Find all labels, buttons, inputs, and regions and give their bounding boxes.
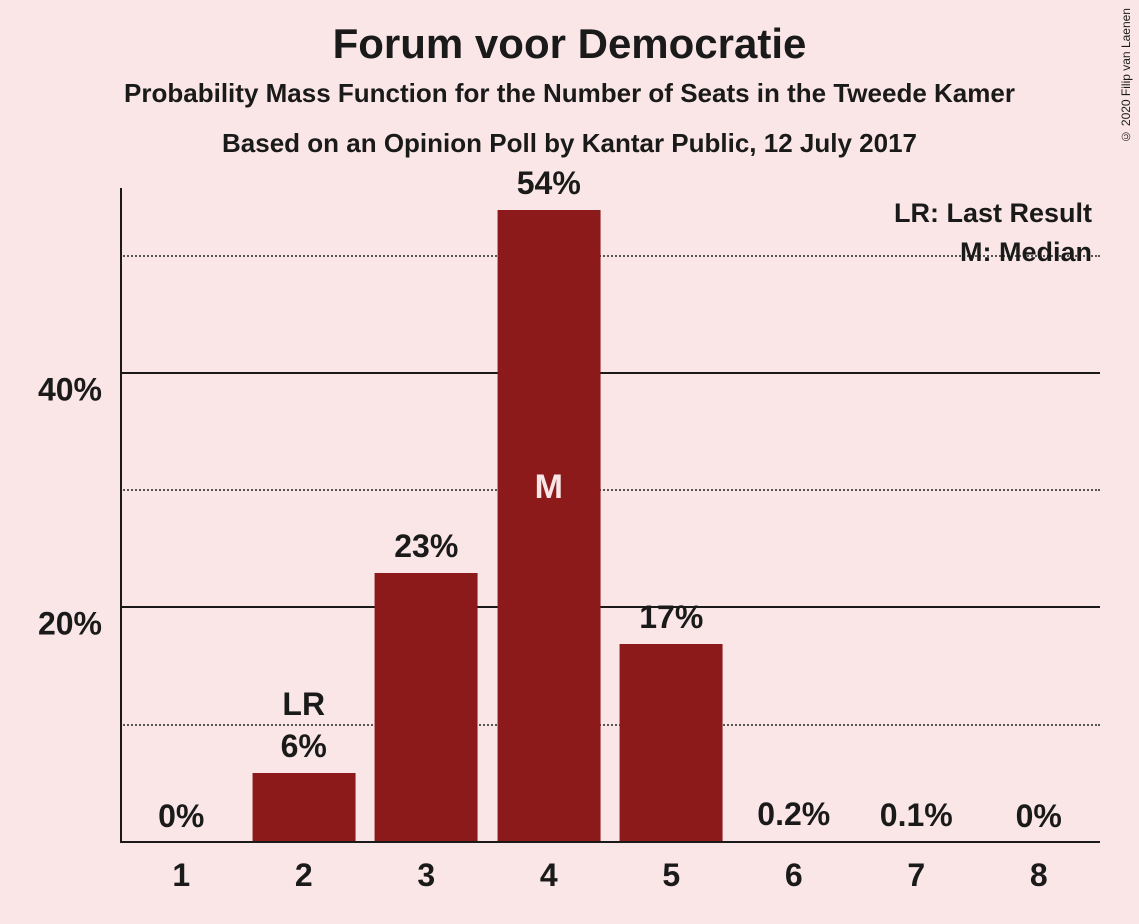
- legend-lr: LR: Last Result: [894, 194, 1092, 233]
- y-tick-label: 40%: [38, 371, 120, 408]
- x-tick-label: 3: [417, 843, 435, 894]
- x-tick-label: 6: [785, 843, 803, 894]
- x-tick-label: 2: [295, 843, 313, 894]
- legend-m: M: Median: [894, 233, 1092, 272]
- chart-subtitle-1: Probability Mass Function for the Number…: [0, 78, 1139, 109]
- bar-value-label: 54%: [517, 165, 581, 202]
- y-tick-label: 20%: [38, 606, 120, 643]
- copyright-text: © 2020 Filip van Laenen: [1119, 8, 1133, 143]
- y-tick-labels: 20%40%: [120, 198, 1100, 843]
- chart-canvas: Forum voor Democratie Probability Mass F…: [0, 0, 1139, 924]
- x-tick-label: 7: [907, 843, 925, 894]
- x-tick-label: 4: [540, 843, 558, 894]
- chart-title: Forum voor Democratie: [0, 20, 1139, 68]
- plot-area: 0%16%LR223%354%M417%50.2%60.1%70%8 20%40…: [120, 198, 1100, 843]
- x-tick-label: 5: [662, 843, 680, 894]
- x-tick-label: 1: [172, 843, 190, 894]
- chart-legend: LR: Last Result M: Median: [894, 194, 1092, 272]
- x-tick-label: 8: [1030, 843, 1048, 894]
- chart-subtitle-2: Based on an Opinion Poll by Kantar Publi…: [0, 128, 1139, 159]
